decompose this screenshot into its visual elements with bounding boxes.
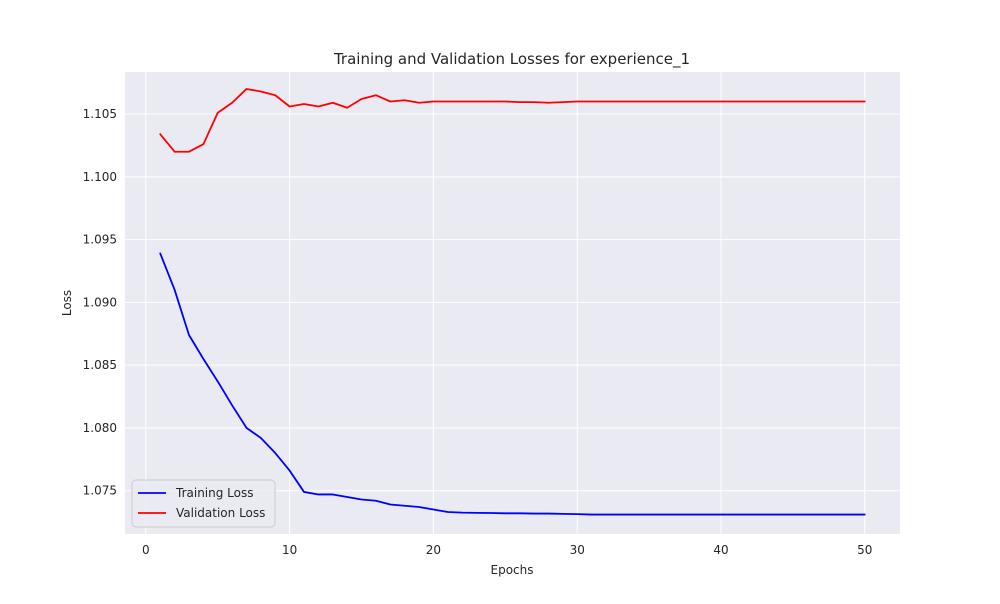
x-tick-label: 10 xyxy=(282,543,297,557)
legend-label-validation: Validation Loss xyxy=(176,506,265,520)
legend-label-training: Training Loss xyxy=(175,486,253,500)
y-tick-label: 1.085 xyxy=(83,358,117,372)
y-tick-label: 1.090 xyxy=(83,295,117,309)
y-axis-label: Loss xyxy=(60,290,74,316)
chart-title: Training and Validation Losses for exper… xyxy=(333,50,690,69)
x-gridlines xyxy=(145,72,866,534)
y-tick-label: 1.080 xyxy=(83,421,117,435)
plot-area xyxy=(125,72,900,534)
x-tick-label: 20 xyxy=(426,543,441,557)
validation-loss-line xyxy=(159,88,866,153)
legend-box xyxy=(131,479,276,528)
x-tick-labels: 0 10 20 30 40 50 xyxy=(142,543,872,557)
series-lines xyxy=(159,88,866,516)
y-tick-label: 1.075 xyxy=(83,484,117,498)
y-tick-label: 1.105 xyxy=(83,107,117,121)
legend: Training Loss Validation Loss xyxy=(131,479,276,528)
training-loss-line xyxy=(159,252,866,516)
x-tick-label: 40 xyxy=(713,543,728,557)
x-axis-label: Epochs xyxy=(491,563,534,577)
y-tick-labels: 1.075 1.080 1.085 1.090 1.095 1.100 1.105 xyxy=(83,107,117,498)
y-tick-label: 1.095 xyxy=(83,233,117,247)
x-tick-label: 0 xyxy=(142,543,150,557)
y-tick-label: 1.100 xyxy=(83,170,117,184)
x-tick-label: 30 xyxy=(570,543,585,557)
x-tick-label: 50 xyxy=(857,543,872,557)
